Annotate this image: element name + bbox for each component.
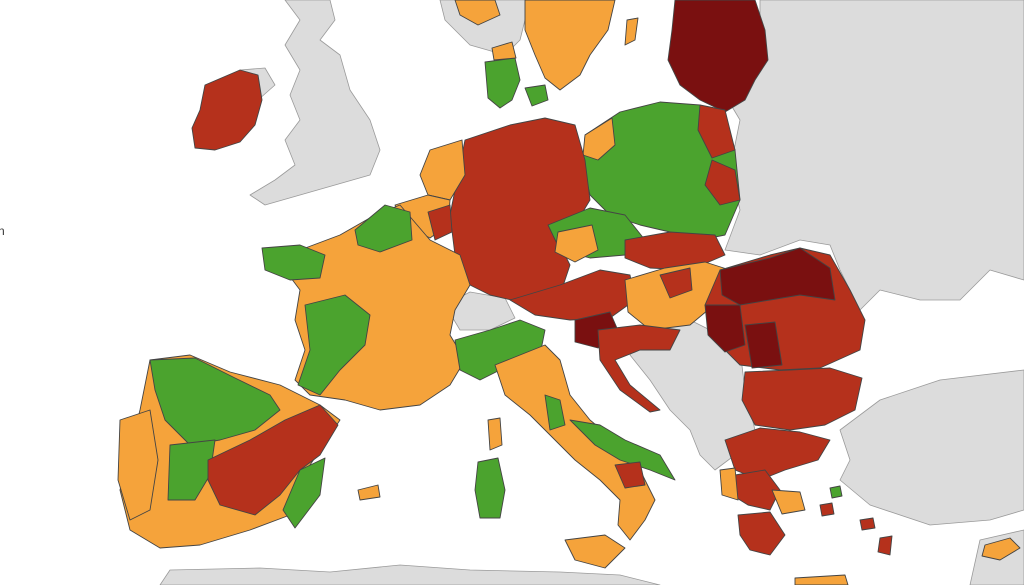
region-spain-madrid bbox=[207, 404, 339, 516]
region-italy-campania bbox=[614, 461, 646, 489]
region-denmark-islands bbox=[524, 84, 549, 107]
region-greece-attica bbox=[771, 489, 806, 515]
region-sardinia bbox=[474, 457, 506, 519]
region-sweden-gotland bbox=[624, 17, 639, 46]
region-spain-central bbox=[167, 439, 216, 501]
region-corsica bbox=[487, 417, 503, 451]
region-balearic bbox=[357, 484, 381, 501]
region-hungary-red bbox=[659, 267, 693, 299]
region-spain-east bbox=[282, 457, 326, 529]
region-spain-north bbox=[149, 357, 281, 446]
region-crete bbox=[794, 574, 849, 585]
region-aegean-island-1 bbox=[829, 485, 843, 499]
region-france-north bbox=[354, 204, 413, 253]
region-aegean-island-3 bbox=[859, 517, 876, 531]
region-portugal bbox=[117, 409, 159, 521]
cropped-edge-text: n bbox=[0, 224, 5, 238]
region-italy-adriatic bbox=[569, 419, 676, 481]
region-italy-tuscany bbox=[544, 394, 566, 431]
region-belgium-red bbox=[427, 204, 453, 241]
region-norway-south bbox=[454, 0, 501, 26]
region-great-britain bbox=[249, 0, 381, 206]
region-italy bbox=[494, 344, 656, 541]
region-greece-west bbox=[719, 467, 739, 501]
region-north-africa bbox=[159, 564, 661, 585]
region-poland-west bbox=[582, 117, 616, 161]
region-romania-north bbox=[719, 247, 836, 306]
region-denmark-jutland bbox=[484, 57, 521, 109]
region-aegean-island-4 bbox=[877, 535, 893, 556]
region-czechia-orange bbox=[554, 224, 599, 263]
region-poland-east-2 bbox=[704, 159, 741, 206]
region-france-brittany bbox=[261, 244, 326, 281]
region-latvia-lithuania bbox=[667, 0, 769, 113]
region-aegean-island-2 bbox=[819, 502, 835, 517]
region-romania-west bbox=[704, 304, 746, 353]
region-germany bbox=[449, 117, 591, 303]
region-greece-north bbox=[724, 427, 831, 481]
region-greece-south bbox=[737, 511, 786, 556]
region-france-west bbox=[297, 294, 371, 396]
non-eu-land-layer bbox=[159, 0, 1024, 585]
region-turkey bbox=[839, 369, 1024, 526]
region-poland-east-1 bbox=[697, 104, 736, 159]
region-switzerland bbox=[444, 291, 516, 331]
region-ireland bbox=[191, 69, 263, 151]
region-east-europe bbox=[724, 0, 1024, 311]
region-cyprus bbox=[981, 537, 1021, 561]
region-sweden-south bbox=[524, 0, 616, 91]
region-denmark-west bbox=[491, 41, 517, 61]
region-romania-mid bbox=[744, 321, 783, 369]
region-bulgaria bbox=[741, 367, 863, 431]
region-sicily bbox=[564, 534, 626, 569]
region-croatia bbox=[597, 324, 681, 413]
